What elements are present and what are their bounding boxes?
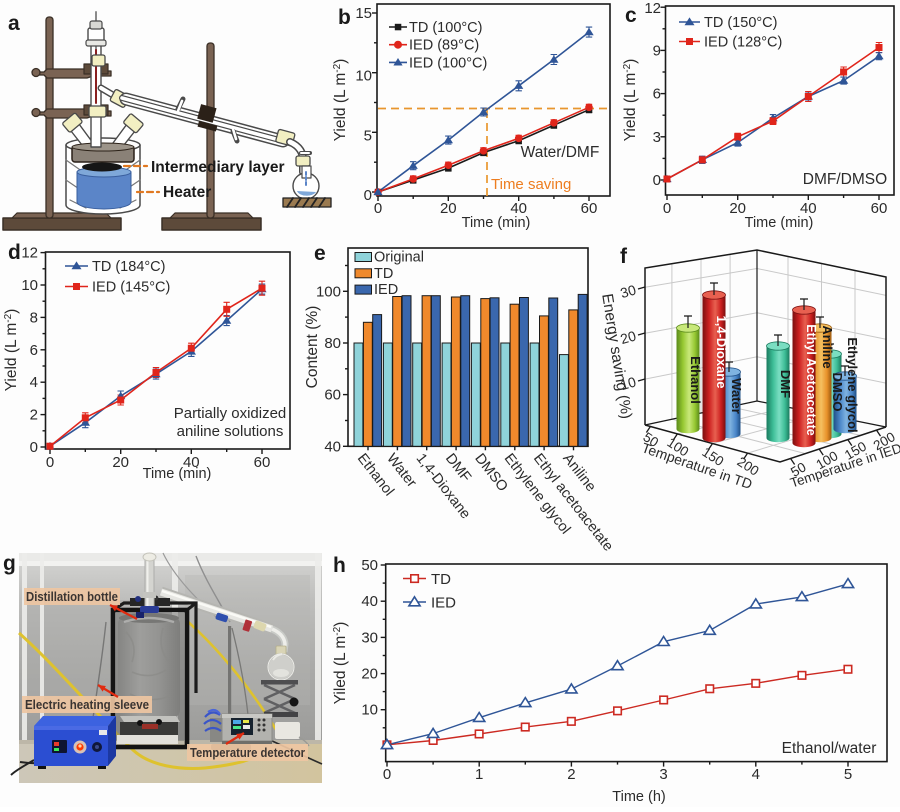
svg-text:40: 40 bbox=[183, 454, 200, 471]
svg-text:e: e bbox=[314, 242, 326, 265]
svg-text:Time (min): Time (min) bbox=[745, 215, 814, 231]
svg-text:15: 15 bbox=[355, 5, 372, 22]
svg-text:TD: TD bbox=[374, 266, 393, 282]
svg-text:5: 5 bbox=[364, 127, 372, 144]
svg-text:12: 12 bbox=[644, 0, 661, 17]
svg-text:Ethanol: Ethanol bbox=[688, 356, 703, 404]
svg-text:Time (min): Time (min) bbox=[462, 215, 531, 231]
svg-text:0: 0 bbox=[46, 454, 54, 471]
svg-text:0: 0 bbox=[663, 200, 671, 217]
svg-text:0: 0 bbox=[653, 172, 661, 189]
svg-text:Ethylene glycol: Ethylene glycol bbox=[845, 337, 860, 432]
svg-text:TD (150°C): TD (150°C) bbox=[704, 15, 777, 31]
svg-text:Partially oxidized: Partially oxidized bbox=[174, 405, 287, 422]
svg-text:Aniline: Aniline bbox=[820, 325, 835, 368]
svg-text:100: 100 bbox=[316, 283, 341, 300]
svg-text:c: c bbox=[625, 4, 637, 27]
svg-text:Yield (L m-2): Yield (L m-2) bbox=[332, 59, 349, 142]
svg-text:30: 30 bbox=[361, 629, 378, 646]
svg-text:DMF/DMSO: DMF/DMSO bbox=[803, 171, 887, 188]
svg-text:20: 20 bbox=[440, 200, 457, 217]
svg-text:b: b bbox=[338, 6, 351, 29]
svg-text:Ethyl Acetoacetate: Ethyl Acetoacetate bbox=[804, 324, 818, 435]
svg-text:10: 10 bbox=[618, 373, 638, 393]
svg-text:2: 2 bbox=[567, 766, 575, 783]
svg-text:Time (h): Time (h) bbox=[612, 789, 665, 805]
svg-text:30: 30 bbox=[618, 281, 638, 301]
svg-text:Original: Original bbox=[374, 250, 424, 266]
svg-text:TD: TD bbox=[431, 571, 451, 588]
svg-text:Electric heating sleeve: Electric heating sleeve bbox=[25, 697, 149, 712]
svg-text:40: 40 bbox=[800, 200, 817, 217]
svg-text:0: 0 bbox=[364, 187, 372, 204]
svg-text:d: d bbox=[8, 241, 21, 264]
svg-text:20: 20 bbox=[361, 666, 378, 683]
svg-text:6: 6 bbox=[653, 86, 661, 103]
svg-text:Temperature detector: Temperature detector bbox=[190, 745, 305, 760]
svg-text:10: 10 bbox=[355, 68, 372, 85]
svg-text:50: 50 bbox=[640, 429, 661, 450]
svg-text:Water: Water bbox=[729, 378, 744, 414]
svg-text:Distillation bottle: Distillation bottle bbox=[26, 589, 118, 604]
svg-text:IED: IED bbox=[374, 282, 398, 298]
svg-text:60: 60 bbox=[324, 387, 341, 404]
svg-text:Time saving: Time saving bbox=[491, 176, 571, 193]
svg-text:60: 60 bbox=[581, 200, 598, 217]
svg-text:6: 6 bbox=[30, 342, 38, 359]
svg-text:f: f bbox=[620, 245, 628, 268]
svg-text:TD (184°C): TD (184°C) bbox=[92, 259, 165, 275]
svg-text:8: 8 bbox=[30, 309, 38, 326]
svg-text:IED (89°C): IED (89°C) bbox=[409, 38, 479, 54]
svg-text:12: 12 bbox=[21, 245, 38, 262]
svg-text:Intermediary layer: Intermediary layer bbox=[151, 159, 285, 176]
svg-text:4: 4 bbox=[30, 374, 38, 391]
svg-text:20: 20 bbox=[112, 454, 129, 471]
svg-text:IED: IED bbox=[431, 595, 456, 612]
svg-text:Content (%): Content (%) bbox=[304, 306, 321, 389]
svg-text:IED (128°C): IED (128°C) bbox=[704, 35, 782, 51]
svg-text:4: 4 bbox=[752, 766, 760, 783]
svg-text:DMSO: DMSO bbox=[830, 373, 845, 412]
svg-text:60: 60 bbox=[871, 200, 888, 217]
svg-text:3: 3 bbox=[659, 766, 667, 783]
svg-text:aniline solutions: aniline solutions bbox=[177, 423, 284, 440]
svg-text:20: 20 bbox=[618, 327, 638, 347]
svg-text:0: 0 bbox=[374, 200, 382, 217]
svg-text:g: g bbox=[3, 552, 16, 575]
svg-text:0: 0 bbox=[30, 439, 38, 456]
svg-text:50: 50 bbox=[788, 459, 809, 480]
svg-text:10: 10 bbox=[361, 702, 378, 719]
svg-text:h: h bbox=[333, 554, 346, 577]
svg-text:Water/DMF: Water/DMF bbox=[521, 144, 600, 161]
svg-text:DMF: DMF bbox=[778, 370, 793, 398]
svg-text:1: 1 bbox=[475, 766, 483, 783]
svg-text:9: 9 bbox=[653, 42, 661, 59]
svg-text:IED (145°C): IED (145°C) bbox=[92, 280, 170, 296]
svg-text:20: 20 bbox=[729, 200, 746, 217]
svg-text:Time (min): Time (min) bbox=[143, 466, 212, 482]
svg-text:2: 2 bbox=[30, 407, 38, 424]
svg-text:10: 10 bbox=[21, 277, 38, 294]
svg-text:Ethanol/water: Ethanol/water bbox=[782, 740, 877, 757]
svg-text:80: 80 bbox=[324, 335, 341, 352]
svg-text:0: 0 bbox=[383, 766, 391, 783]
svg-text:40: 40 bbox=[324, 438, 341, 455]
svg-text:3: 3 bbox=[653, 129, 661, 146]
svg-text:Yield (L m-2): Yield (L m-2) bbox=[622, 59, 639, 142]
svg-text:Yield (L m-2): Yield (L m-2) bbox=[3, 309, 20, 392]
svg-text:5: 5 bbox=[844, 766, 852, 783]
svg-text:TD (100°C): TD (100°C) bbox=[409, 20, 482, 36]
svg-text:Yiled (L m-2): Yiled (L m-2) bbox=[332, 622, 349, 705]
svg-text:IED (100°C): IED (100°C) bbox=[409, 55, 487, 71]
svg-text:40: 40 bbox=[510, 200, 527, 217]
svg-text:1,4-Dioxane: 1,4-Dioxane bbox=[714, 316, 729, 389]
svg-text:Heater: Heater bbox=[163, 184, 211, 201]
svg-text:60: 60 bbox=[254, 454, 271, 471]
svg-text:40: 40 bbox=[361, 593, 378, 610]
svg-text:50: 50 bbox=[361, 557, 378, 574]
svg-text:a: a bbox=[8, 12, 20, 35]
